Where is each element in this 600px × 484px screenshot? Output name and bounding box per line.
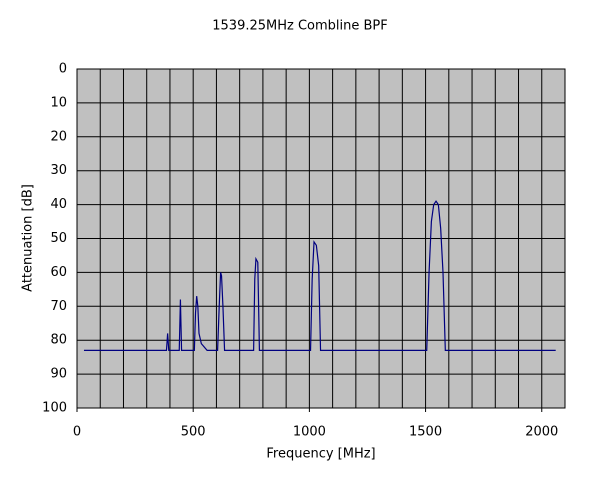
y-tick-label: 100 (42, 401, 67, 416)
x-tick-label: 0 (73, 425, 81, 440)
series-line (83, 200, 556, 351)
y-tick-label: 60 (50, 265, 67, 280)
y-tick-label: 80 (50, 333, 67, 348)
x-tick-label: 500 (181, 425, 206, 440)
y-tick-label: 10 (50, 95, 67, 110)
chart-title: 1539.25MHz Combline BPF (212, 19, 387, 34)
y-tick-label: 70 (50, 299, 67, 314)
y-tick-label: 50 (50, 231, 67, 246)
x-axis-label: Frequency [MHz] (266, 447, 375, 462)
y-tick-label: 0 (59, 62, 67, 77)
y-tick-label: 20 (50, 129, 67, 144)
plot-border (76, 68, 566, 409)
x-tick-label: 1500 (409, 425, 442, 440)
y-tick-label: 40 (50, 197, 67, 212)
y-axis-label: Attenuation [dB] (21, 184, 36, 292)
x-tick-label: 1000 (293, 425, 326, 440)
x-tick-label: 2000 (525, 425, 558, 440)
y-tick-label: 90 (50, 367, 67, 382)
y-tick-label: 30 (50, 163, 67, 178)
